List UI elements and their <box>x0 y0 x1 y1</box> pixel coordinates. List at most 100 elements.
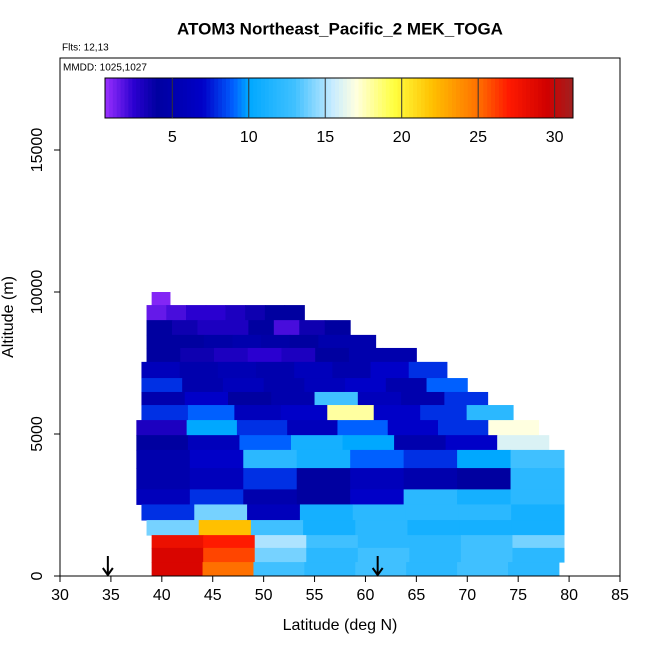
colorbar-tick-label: 10 <box>240 129 258 146</box>
cell <box>403 489 458 505</box>
plot-frame <box>59 57 621 577</box>
colorbar-swatch <box>292 78 297 118</box>
colorbar-swatch <box>225 78 231 118</box>
cell <box>243 489 298 505</box>
cell <box>281 347 316 363</box>
cell <box>457 468 512 490</box>
cell <box>217 361 257 379</box>
cell <box>355 520 408 536</box>
colorbar-swatch <box>393 78 398 118</box>
cell <box>146 334 176 349</box>
cell <box>248 320 275 336</box>
y-axis-label: Altitude (m) <box>0 276 17 358</box>
cell <box>306 535 359 549</box>
cell <box>350 468 405 490</box>
colorbar-swatch <box>381 78 387 118</box>
colorbar-swatch <box>436 78 441 118</box>
cell <box>232 334 262 349</box>
cell <box>273 320 300 336</box>
colorbar-swatch <box>467 78 473 118</box>
colorbar-swatch <box>526 78 531 118</box>
x-tick-label: 55 <box>306 587 324 604</box>
cell <box>205 305 226 321</box>
colorbar-swatch <box>218 78 223 118</box>
colorbar-swatch <box>385 78 391 118</box>
colorbar-swatch <box>303 78 309 118</box>
cell <box>488 420 540 436</box>
cell <box>222 320 249 336</box>
cell <box>382 347 417 363</box>
cell <box>254 547 307 563</box>
cell <box>296 468 351 490</box>
cell <box>284 305 305 321</box>
cell <box>458 504 512 521</box>
colorbar-swatch <box>440 78 445 118</box>
colorbar-swatch <box>190 78 196 118</box>
cell <box>197 320 224 336</box>
cell <box>409 535 462 549</box>
y-tick-label: 5000 <box>29 416 46 452</box>
colorbar-swatch <box>198 78 203 118</box>
colorbar-swatch <box>366 78 371 118</box>
cell <box>160 292 171 306</box>
cell <box>182 378 224 393</box>
colorbar-swatch <box>206 78 211 118</box>
colorbar-swatch <box>522 78 527 118</box>
colorbar-swatch <box>506 78 512 118</box>
colorbar-swatch <box>432 78 437 118</box>
colorbar-swatch <box>272 78 278 118</box>
cell <box>296 489 351 505</box>
cell <box>460 547 513 563</box>
cell <box>426 378 468 393</box>
cell <box>256 361 295 379</box>
colorbar-swatch <box>300 78 305 118</box>
x-tick-label: 85 <box>611 587 629 604</box>
cell <box>457 489 512 505</box>
cell <box>261 334 291 349</box>
colorbar-frame <box>104 77 574 119</box>
cell <box>146 305 167 321</box>
colorbar-swatch <box>147 78 153 118</box>
colorbar-swatch <box>530 78 535 118</box>
cell <box>408 361 448 379</box>
cell <box>141 378 183 393</box>
colorbar-swatch <box>370 78 375 118</box>
cell <box>401 391 445 406</box>
cell <box>203 535 256 549</box>
cell <box>136 435 189 451</box>
colorbar-swatch <box>108 78 114 118</box>
cell <box>141 504 195 521</box>
cell <box>280 405 328 421</box>
cell <box>444 391 489 406</box>
x-axis-label: Latitude (deg N) <box>283 617 398 634</box>
colorbar-swatch <box>541 78 547 118</box>
colorbar-swatch <box>374 78 379 118</box>
colorbar-swatch <box>214 78 219 118</box>
cell <box>198 520 252 536</box>
cell <box>466 405 514 421</box>
cell <box>299 504 354 521</box>
colorbar-swatch <box>483 78 488 118</box>
cell <box>332 361 372 379</box>
x-tick-label: 50 <box>255 587 273 604</box>
colorbar-swatch <box>128 78 133 118</box>
colorbar-swatch <box>444 78 449 118</box>
colorbar-swatch <box>350 78 356 118</box>
colorbar-swatch <box>167 78 172 118</box>
colorbar-swatch <box>491 78 496 118</box>
cell <box>247 504 301 521</box>
colorbar-swatch <box>553 78 558 118</box>
colorbar-swatch <box>229 78 235 118</box>
arrow-head <box>371 567 384 577</box>
cell <box>510 489 565 505</box>
colorbar-swatch <box>420 78 426 118</box>
colorbar-swatch <box>413 78 418 118</box>
cell <box>296 449 351 469</box>
cell <box>409 547 462 563</box>
cell <box>373 405 421 421</box>
cell <box>342 435 395 451</box>
colorbar-tick-label: 25 <box>469 129 487 146</box>
cell <box>405 504 459 521</box>
cell <box>510 468 565 490</box>
x-tick-label: 45 <box>204 587 222 604</box>
